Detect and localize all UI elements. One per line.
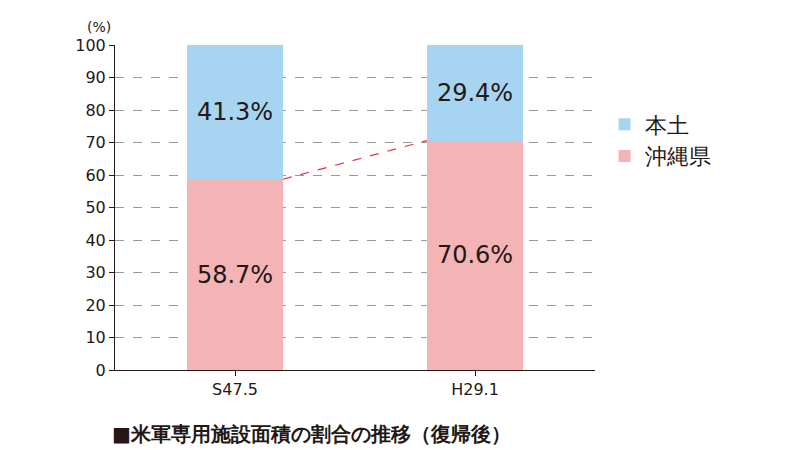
- svg-text:0: 0: [96, 361, 106, 380]
- svg-text:58.7%: 58.7%: [197, 261, 273, 289]
- svg-text:20: 20: [85, 296, 105, 315]
- svg-text:50: 50: [85, 198, 105, 217]
- svg-text:■米軍専用施設面積の割合の推移（復帰後）: ■米軍専用施設面積の割合の推移（復帰後）: [112, 422, 511, 446]
- svg-text:90: 90: [85, 68, 105, 87]
- svg-text:70.6%: 70.6%: [437, 241, 513, 269]
- svg-text:H29.1: H29.1: [451, 380, 499, 399]
- svg-text:41.3%: 41.3%: [197, 98, 273, 126]
- svg-text:70: 70: [85, 133, 105, 152]
- svg-text:本土: 本土: [645, 113, 689, 138]
- svg-text:(%): (%): [87, 19, 111, 35]
- svg-text:100: 100: [75, 36, 106, 55]
- svg-text:40: 40: [85, 231, 105, 250]
- svg-text:S47.5: S47.5: [212, 380, 258, 399]
- svg-text:80: 80: [85, 101, 105, 120]
- svg-text:沖縄県: 沖縄県: [645, 144, 711, 169]
- svg-text:30: 30: [85, 263, 105, 282]
- svg-text:60: 60: [85, 166, 105, 185]
- svg-text:10: 10: [85, 328, 105, 347]
- svg-text:29.4%: 29.4%: [437, 79, 513, 107]
